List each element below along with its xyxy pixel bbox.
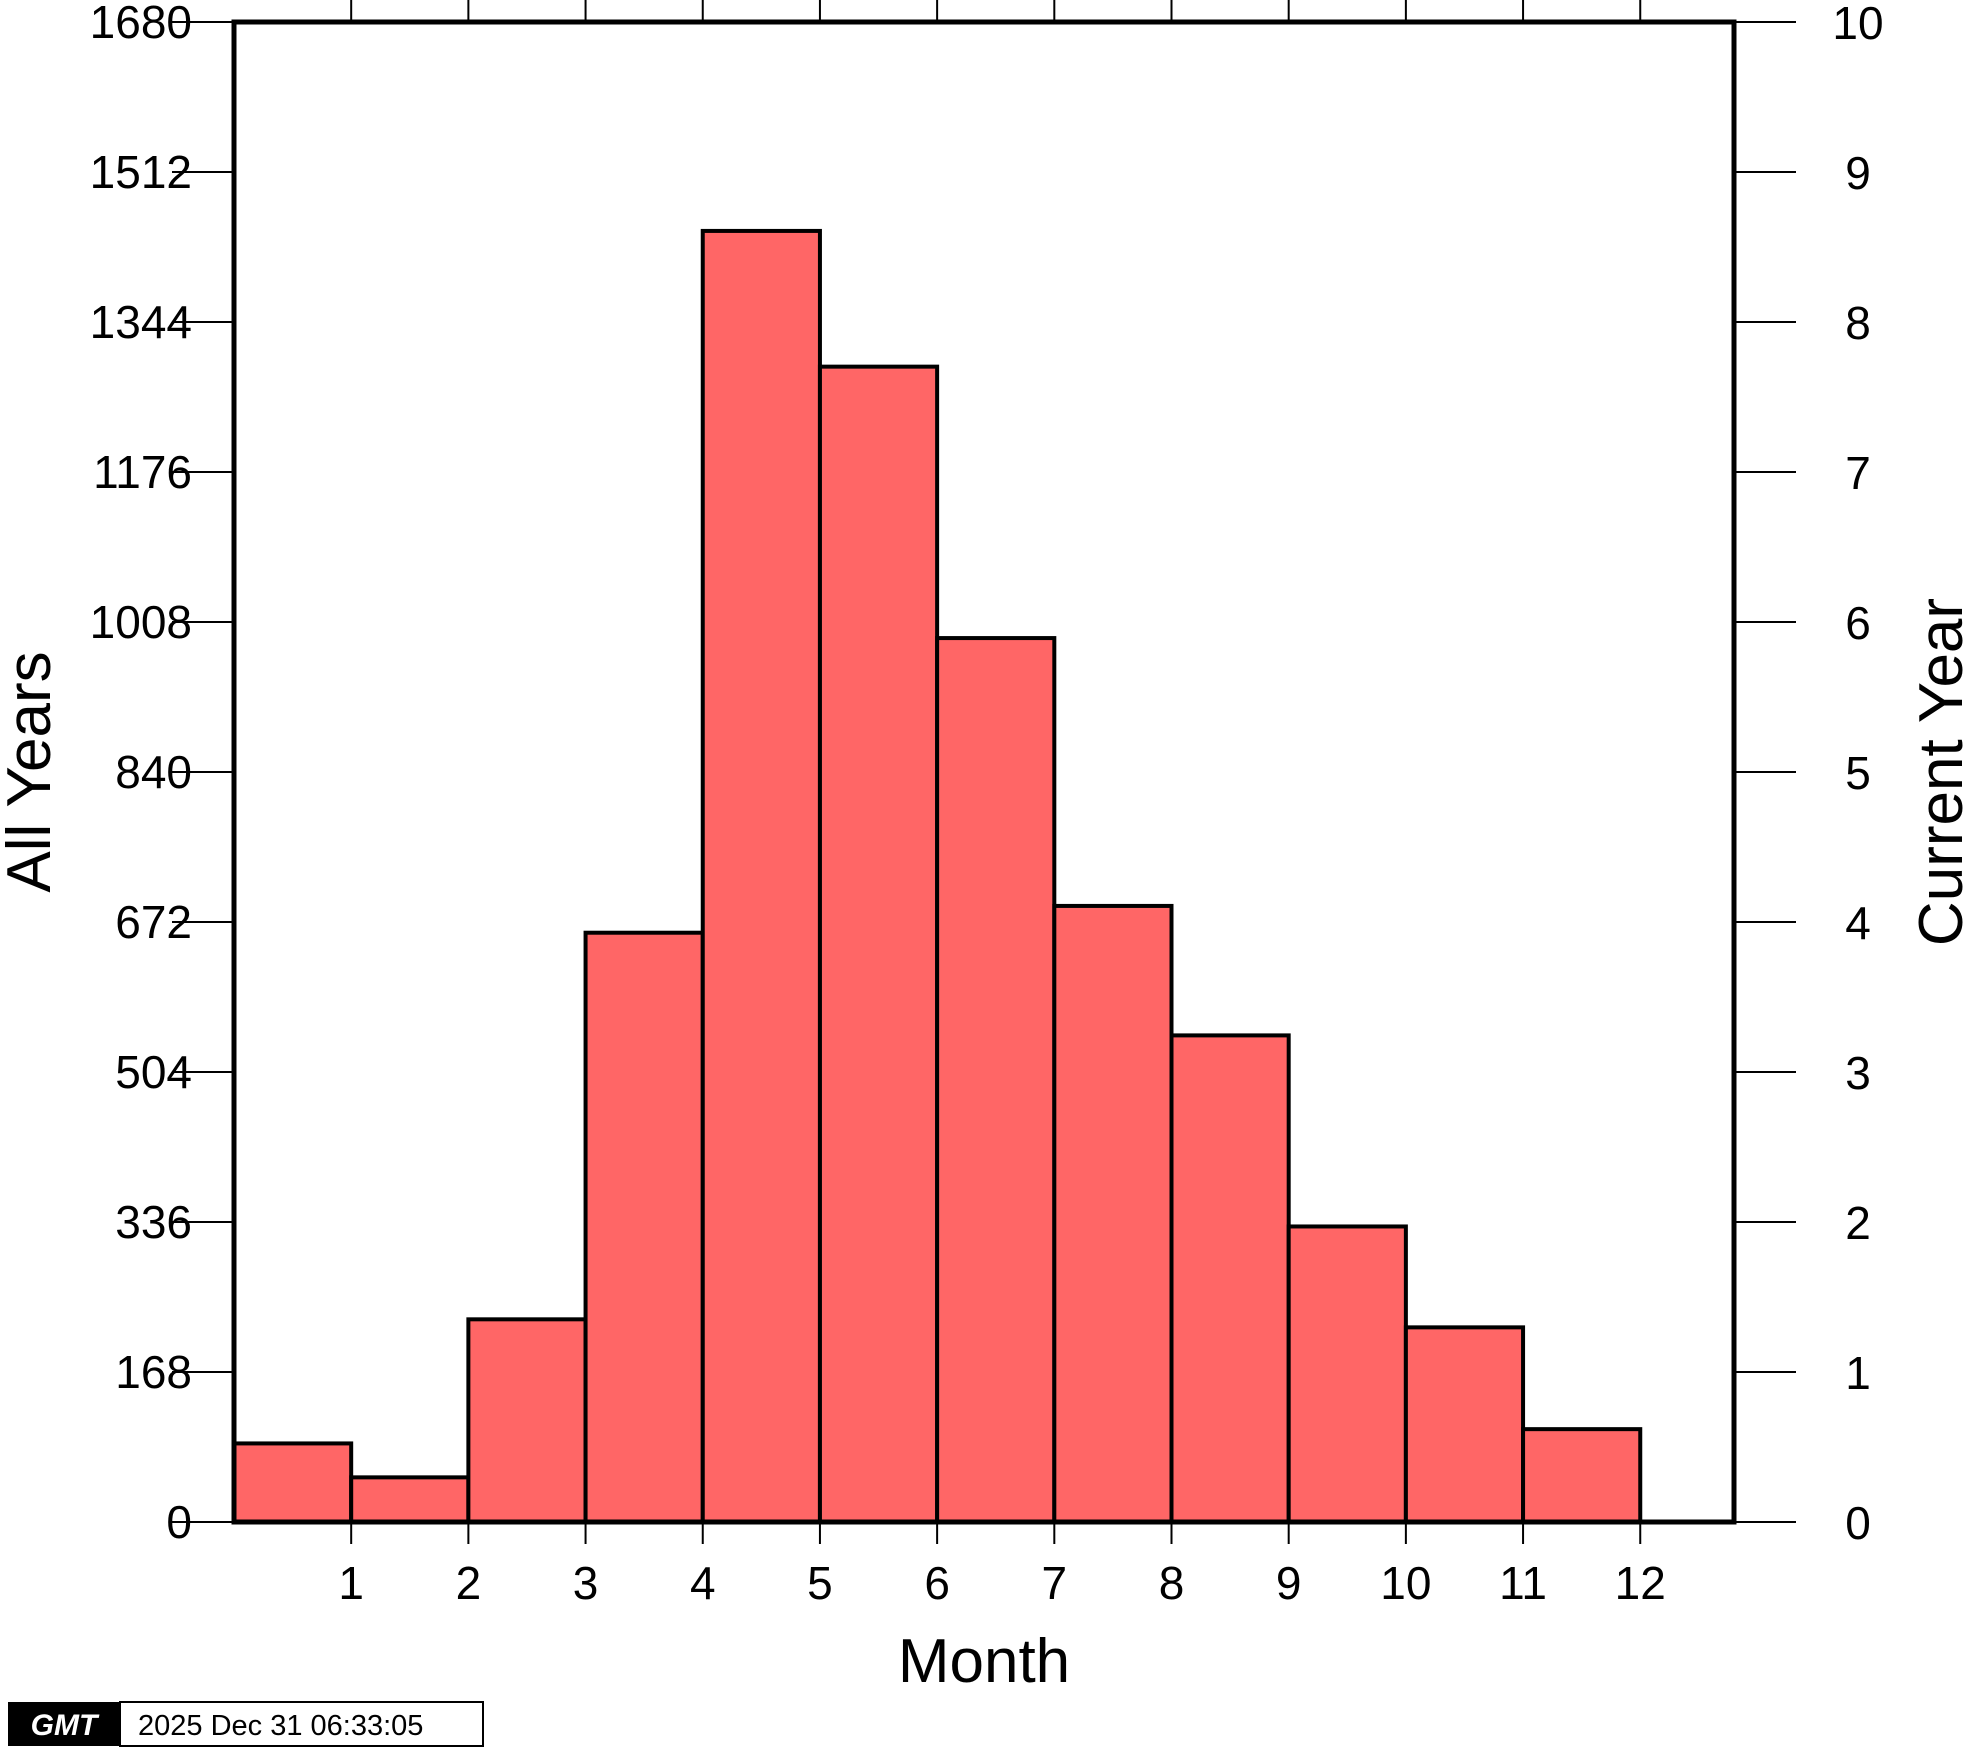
y-right-tick-label: 9 bbox=[1845, 147, 1871, 199]
bar-month-9 bbox=[1169, 1033, 1291, 1524]
y-right-tick-label: 4 bbox=[1845, 897, 1871, 949]
bar-month-2 bbox=[349, 1475, 471, 1525]
bar-month-6 bbox=[817, 364, 940, 1525]
gmt-timestamp-stamp: GMT 2025 Dec 31 06:33:05 bbox=[8, 1701, 484, 1747]
x-tick-label: 11 bbox=[1499, 1557, 1547, 1609]
plot-frame bbox=[231, 19, 1737, 1525]
x-tick-label: 7 bbox=[1042, 1557, 1068, 1609]
y-right-tick-label: 5 bbox=[1845, 747, 1871, 799]
y-left-tick-label: 336 bbox=[115, 1196, 192, 1248]
x-tick-label: 1 bbox=[338, 1557, 364, 1609]
y-right-tick-label: 7 bbox=[1845, 447, 1871, 499]
y-left-tick-label: 1176 bbox=[93, 446, 192, 498]
y-left-tick-label: 1512 bbox=[90, 146, 192, 198]
bar-month-7 bbox=[935, 636, 1057, 1524]
y-left-tick-label: 1008 bbox=[90, 596, 192, 648]
x-tick-label: 4 bbox=[690, 1557, 716, 1609]
y-right-tick-label: 6 bbox=[1845, 597, 1871, 649]
x-axis-title: Month bbox=[898, 1627, 1070, 1696]
x-tick-label: 3 bbox=[573, 1557, 599, 1609]
y-right-tick-label: 10 bbox=[1832, 0, 1883, 49]
bar-month-5 bbox=[700, 228, 822, 1524]
timestamp-box bbox=[119, 1701, 484, 1747]
y-right-tick-label: 0 bbox=[1845, 1497, 1871, 1549]
y-left-tick-label: 0 bbox=[166, 1496, 192, 1548]
bars-layer bbox=[232, 228, 1643, 1525]
x-tick-label: 10 bbox=[1380, 1557, 1431, 1609]
bar-month-1 bbox=[232, 1441, 354, 1525]
y-left-tick-label: 168 bbox=[115, 1346, 192, 1398]
y-left-tick-label: 1680 bbox=[90, 0, 192, 48]
x-tick-label: 8 bbox=[1159, 1557, 1185, 1609]
x-tick-label: 9 bbox=[1276, 1557, 1302, 1609]
y-right-tick-label: 1 bbox=[1845, 1347, 1871, 1399]
bar-month-8 bbox=[1052, 903, 1174, 1524]
x-tick-label: 6 bbox=[924, 1557, 950, 1609]
bar-month-3 bbox=[466, 1317, 588, 1524]
gmt-logo-box bbox=[8, 1702, 120, 1746]
bar-month-4 bbox=[583, 930, 705, 1524]
y-left-tick-label: 1344 bbox=[90, 296, 192, 348]
y-right-tick-label: 2 bbox=[1845, 1197, 1871, 1249]
gmt-logo: GMT bbox=[31, 1709, 100, 1742]
x-tick-label: 12 bbox=[1615, 1557, 1666, 1609]
y-axis-left-title: All Years bbox=[0, 651, 64, 892]
y-left-tick-label: 840 bbox=[115, 746, 192, 798]
y-left-tick-label: 672 bbox=[115, 896, 192, 948]
y-left-tick-label: 504 bbox=[115, 1046, 192, 1098]
bar-month-11 bbox=[1403, 1325, 1526, 1525]
bar-month-12 bbox=[1521, 1427, 1643, 1524]
x-tick-label: 2 bbox=[456, 1557, 482, 1609]
timestamp-text: 2025 Dec 31 06:33:05 bbox=[138, 1710, 423, 1742]
x-tick-label: 5 bbox=[807, 1557, 833, 1609]
y-right-tick-label: 3 bbox=[1845, 1047, 1871, 1099]
y-axis-right-title: Current Year bbox=[1907, 598, 1966, 946]
ticks-layer: 0168336504672840100811761344151216800123… bbox=[90, 0, 1884, 1609]
bar-month-10 bbox=[1286, 1224, 1408, 1524]
y-right-tick-label: 8 bbox=[1845, 297, 1871, 349]
